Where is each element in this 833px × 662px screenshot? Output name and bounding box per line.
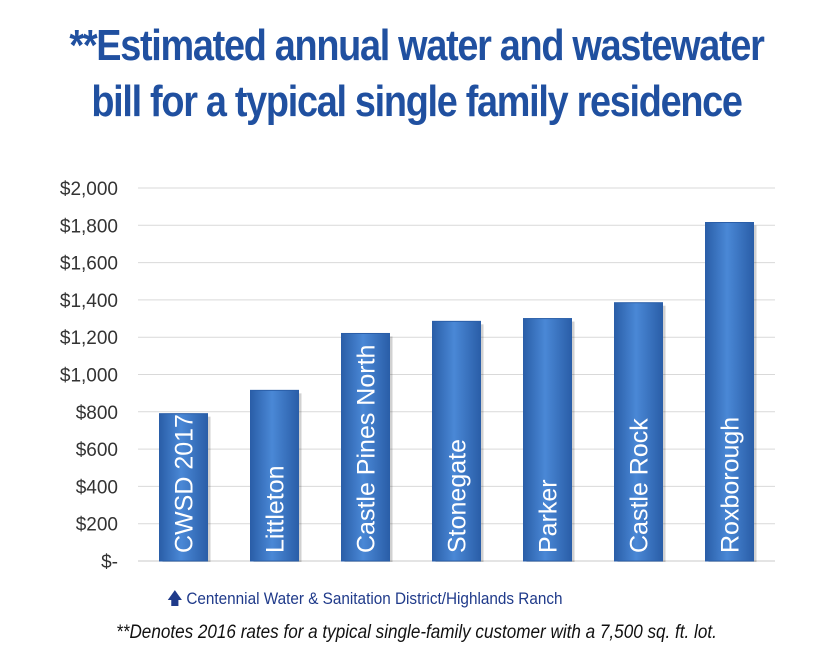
bar-category-label: Littleton [262, 465, 290, 553]
bar-category-label: Castle Rock [626, 418, 654, 553]
bar [705, 222, 754, 562]
bar-group: CWSD 2017 [159, 413, 211, 562]
arrow-up-icon: 🡅 [167, 589, 183, 608]
y-tick-label: $200 [76, 515, 118, 536]
y-tick-label: $1,200 [60, 328, 118, 349]
bar [250, 389, 299, 562]
footnote: **Denotes 2016 rates for a typical singl… [116, 622, 717, 643]
cwsd-note-text: Centennial Water & Sanitation District/H… [186, 589, 563, 608]
bar [341, 332, 390, 562]
bar-category-label: CWSD 2017 [171, 414, 199, 553]
bar [523, 318, 572, 562]
chart-title-line2: bill for a typical single family residen… [91, 77, 743, 126]
bar-category-label: Parker [535, 479, 563, 553]
bar [159, 413, 208, 562]
y-axis: $- $200 $400 $600 $800 $1,000 $1,200 $1,400 $1,6… [60, 179, 118, 573]
bar-group: Roxborough [705, 222, 757, 562]
bar-category-label: Roxborough [717, 417, 745, 553]
bar-group: Parker [523, 318, 575, 562]
bar [614, 302, 663, 562]
y-tick-label: $400 [76, 477, 118, 498]
bar-group: Castle Pines North [341, 332, 393, 562]
y-tick-label: $1,400 [60, 291, 118, 312]
y-tick-label: $600 [76, 440, 118, 461]
bar [432, 320, 481, 562]
bar-category-label: Stonegate [444, 439, 472, 553]
y-tick-label: $1,600 [60, 254, 118, 275]
y-tick-label: $- [101, 552, 118, 573]
bar-group: Castle Rock [614, 302, 666, 562]
bar-category-label: Castle Pines North [353, 345, 381, 553]
bars: CWSD 2017 Littleton Castle Pines North Ston… [159, 222, 757, 562]
chart-title-line1: **Estimated annual water and wastewater [69, 21, 764, 70]
y-tick-label: $800 [76, 403, 118, 424]
cwsd-note: 🡅 Centennial Water & Sanitation District/… [167, 586, 563, 615]
chart-title: **Estimated annual water and wastewater … [58, 18, 774, 130]
y-tick-label: $1,000 [60, 366, 118, 387]
bar-group: Littleton [250, 389, 302, 562]
y-tick-label: $1,800 [60, 216, 118, 237]
y-tick-label: $2,000 [60, 179, 118, 200]
bar-group: Stonegate [432, 320, 484, 562]
